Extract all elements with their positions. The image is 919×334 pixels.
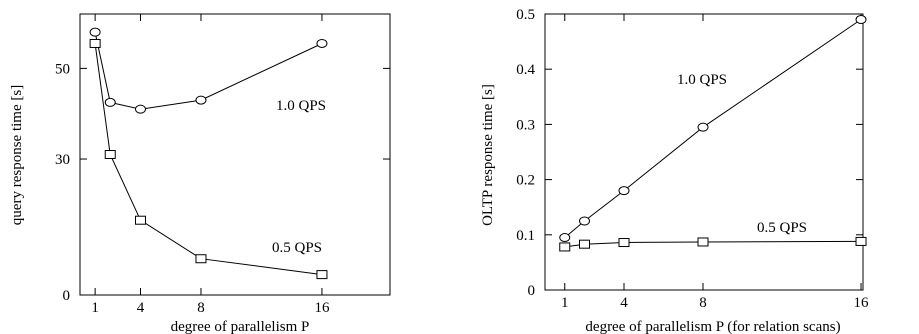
y-tick-label: 0 [63, 288, 71, 304]
series-label: 1.0 QPS [677, 72, 727, 88]
y-tick-label: 50 [55, 61, 70, 77]
y-tick-label: 0.3 [516, 117, 535, 133]
y-tick-label: 0.2 [516, 173, 535, 189]
data-point-circle [559, 233, 571, 243]
y-tick-label: 0.4 [516, 62, 535, 78]
y-tick-label: 30 [55, 152, 70, 168]
data-point-square [195, 254, 207, 264]
series-line [564, 19, 862, 238]
data-point-circle [89, 27, 101, 37]
x-tick-label: 1 [561, 295, 569, 311]
data-point-square [89, 38, 101, 48]
data-point-circle [579, 216, 591, 226]
data-point-circle [104, 97, 116, 107]
y-axis-title: OLTP response time [s] [480, 84, 496, 226]
data-point-square [855, 236, 867, 246]
series-line [564, 240, 862, 248]
y-tick-label: 0.1 [516, 228, 535, 244]
x-tick-label: 8 [699, 295, 707, 311]
y-tick-label: 0.5 [516, 7, 535, 23]
plot-frame [544, 13, 864, 291]
plot-frame [79, 13, 391, 296]
data-point-square [104, 150, 116, 159]
data-point-square [316, 270, 328, 280]
x-tick-label: 4 [620, 295, 628, 311]
chart-1: 1 4 8 16 0 30 50 degree of parallelism P query r… [9, 13, 391, 334]
data-point-square [697, 237, 709, 247]
y-tick-label: 0 [528, 283, 536, 299]
data-point-circle [134, 104, 146, 114]
data-point-square [134, 215, 146, 225]
series-label: 0.5 QPS [757, 220, 807, 236]
data-point-circle [697, 122, 709, 132]
data-point-square [618, 238, 630, 248]
x-axis-title: degree of parallelism P (for relation sc… [585, 319, 840, 334]
data-point-square [579, 239, 591, 249]
data-point-circle [316, 38, 328, 48]
series-label: 0.5 QPS [272, 240, 322, 256]
x-tick-label: 16 [314, 300, 330, 316]
x-tick-label: 8 [197, 300, 205, 316]
x-tick-label: 1 [91, 300, 99, 316]
series-label: 1.0 QPS [276, 98, 326, 114]
data-point-circle [855, 15, 867, 25]
x-tick-label: 4 [137, 300, 145, 316]
data-point-circle [195, 95, 207, 105]
y-axis-title: query response time [s] [9, 85, 25, 225]
chart-2: 1 4 8 16 0 0.1 0.2 0.3 0.4 0.5 degree of paralleli… [480, 7, 869, 334]
data-point-square [559, 242, 571, 252]
x-axis-title: degree of parallelism P [171, 319, 310, 334]
x-tick-label: 16 [854, 295, 870, 311]
data-point-circle [618, 186, 630, 196]
